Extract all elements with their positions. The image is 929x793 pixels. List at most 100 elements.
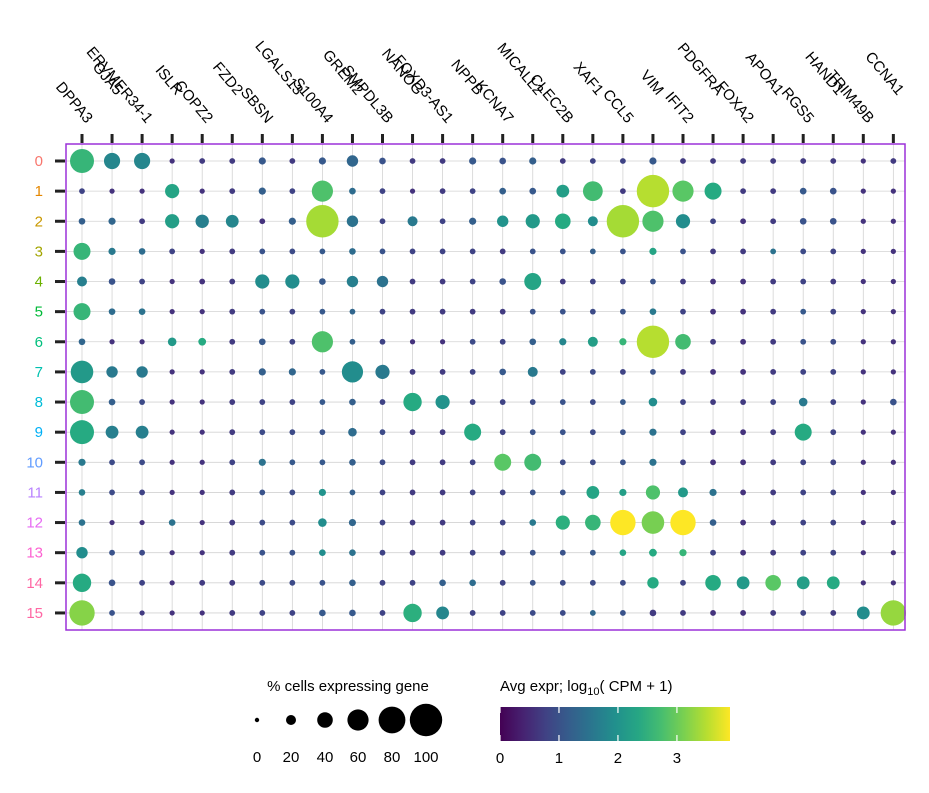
dot-11-XAF1 (586, 486, 600, 499)
dot-8-GJA5 (108, 398, 116, 406)
dot-5-FOXD3-AS1 (439, 308, 446, 315)
dot-15-PDGFRA (710, 610, 716, 616)
plot-panel-border (65, 143, 906, 631)
dot-12-DPPA3 (78, 519, 86, 526)
grid-lines (66, 144, 905, 630)
dot-7-MICALL2 (527, 366, 538, 377)
dot-13-ERVMER34-1 (139, 549, 146, 556)
dot-8-COPZ2 (199, 399, 205, 405)
color-legend-tick-label: 2 (614, 750, 622, 767)
dot-2-ERVMER34-1 (139, 218, 146, 225)
dot-15-CCNA1 (880, 600, 907, 626)
dot-6-XAF1 (587, 336, 598, 347)
dot-5-LGALS13 (289, 308, 296, 315)
dot-0-APOA1 (770, 158, 777, 164)
dot-7-TRIM49B (860, 369, 866, 375)
dot-4-GREM2 (346, 275, 359, 288)
dot-9-FZD2 (229, 429, 236, 436)
dot-5-CLEC2B (559, 308, 566, 315)
dot-11-NANOG (409, 489, 416, 496)
dot-14-TRIM49B (860, 580, 866, 586)
dot-13-ISLR (169, 550, 175, 556)
dot-12-CCL5 (610, 509, 636, 536)
dot-7-NANOG (409, 369, 416, 375)
dot-1-TRIM49B (860, 188, 866, 194)
dot-8-DPPA3 (70, 390, 94, 415)
dot-4-RGS5 (800, 278, 807, 285)
dot-8-ERVMER34-1 (139, 399, 146, 405)
dot-7-NPPB (469, 369, 476, 375)
dot-11-KCNA7 (499, 489, 506, 496)
dot-8-MICALL2 (529, 399, 536, 405)
dot-13-RGS5 (800, 549, 807, 556)
dot-6-DPPA3 (78, 338, 86, 346)
dot-10-CCNA1 (890, 459, 896, 465)
dot-7-CLEC2B (559, 369, 566, 375)
dot-14-FOXD3-AS1 (439, 579, 446, 587)
dot-15-FOXA2 (740, 610, 746, 616)
gene-label-SBSN: SBSN (237, 84, 276, 126)
dot-9-COPZ2 (199, 429, 205, 435)
dot-2-NPPB (469, 217, 477, 225)
dot-3-CLEC2B (559, 248, 566, 255)
dot-10-DPPA3 (78, 458, 86, 466)
gene-label-RGS5: RGS5 (778, 84, 817, 126)
dot-13-SBSN (259, 549, 266, 556)
dot-10-IFIT2 (680, 459, 686, 466)
dot-3-IFIT2 (680, 248, 686, 255)
size-legend-dot (317, 712, 333, 728)
cluster-label-7: 7 (35, 364, 43, 381)
dot-0-MICALL2 (529, 157, 537, 165)
dot-3-SBSN (259, 248, 266, 255)
dot-4-CCNA1 (890, 278, 896, 285)
dot-8-KCNA7 (499, 399, 506, 405)
dot-4-NANOG (409, 278, 416, 285)
dot-4-S100A4 (319, 278, 326, 285)
dot-8-XAF1 (589, 399, 596, 405)
dot-7-VIM (650, 369, 656, 375)
dot-6-PDGFRA (710, 338, 716, 345)
dot-14-COPZ2 (199, 579, 206, 586)
dot-5-HAND1 (830, 308, 837, 315)
dot-14-HAND1 (826, 576, 840, 590)
dot-0-RGS5 (800, 158, 807, 164)
dot-9-XAF1 (589, 429, 596, 436)
dot-4-TRIM49B (860, 278, 866, 285)
dot-1-NPPB (469, 188, 476, 195)
dot-3-KCNA7 (499, 248, 506, 255)
dot-7-CCNA1 (890, 369, 896, 375)
dot-4-IFIT2 (680, 278, 686, 285)
cluster-label-15: 15 (26, 605, 43, 622)
dot-1-IFIT2 (672, 180, 694, 202)
dot-13-MICALL2 (529, 549, 536, 556)
dot-9-ERVMER34-1 (135, 425, 149, 439)
dot-4-ISLR (169, 278, 175, 285)
dot-14-FOXA2 (736, 576, 750, 590)
dot-12-ERVMER34-1 (139, 519, 145, 526)
dot-15-RGS5 (800, 610, 807, 616)
dot-9-GREM2 (348, 427, 357, 437)
dot-5-FOXA2 (740, 308, 746, 315)
dot-6-FOXA2 (740, 338, 746, 345)
dot-13-LGALS13 (289, 549, 296, 556)
dot-1-FZD2 (229, 188, 236, 195)
dot-0-DPPA3 (70, 149, 94, 173)
dot-7-SMPDL3B (375, 364, 390, 380)
dot-13-SMPDL3B (379, 549, 386, 556)
dot-5-NANOG (409, 308, 416, 315)
dot-12-GJA5 (109, 519, 115, 526)
dot-0-CCL5 (620, 158, 626, 164)
color-legend: Avg expr; log10( CPM + 1) 0 1 2 3 (496, 678, 730, 767)
dot-15-TRIM49B (856, 606, 870, 620)
dot-2-GJA5 (108, 217, 116, 225)
dot-13-FZD2 (229, 549, 236, 556)
dot-15-GJA5 (109, 610, 115, 616)
dot-4-CCL5 (620, 278, 626, 285)
dot-12-KCNA7 (499, 519, 506, 526)
dot-2-NANOG (407, 216, 418, 227)
dot-9-SMPDL3B (379, 429, 386, 436)
gene-label-APOA1: APOA1 (742, 49, 787, 98)
dot-15-APOA1 (770, 610, 777, 616)
dot-9-NPPB (464, 423, 482, 441)
dot-10-LGALS13 (289, 459, 296, 466)
